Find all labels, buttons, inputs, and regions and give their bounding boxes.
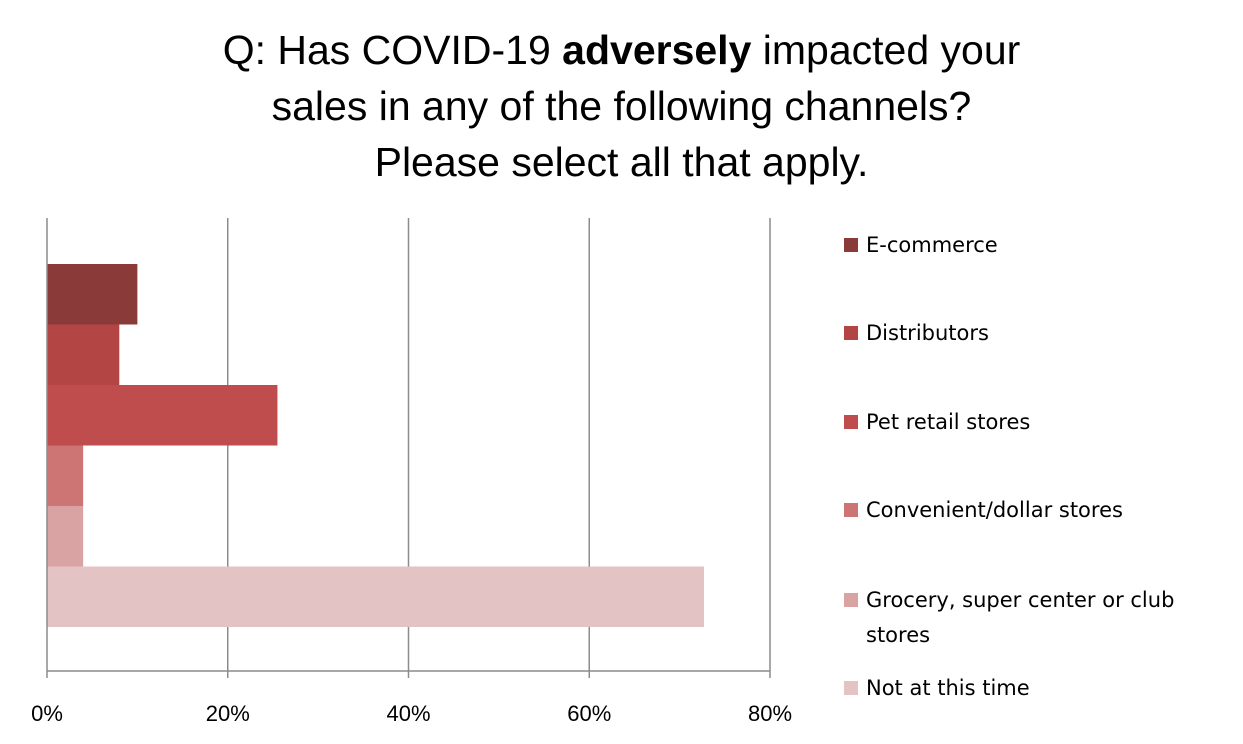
legend-label: Pet retail stores <box>866 410 1031 434</box>
chart-title: Q: Has COVID-19 adversely impacted your … <box>0 22 1243 190</box>
title-line-3: Please select all that apply. <box>374 139 869 185</box>
legend-swatch <box>844 503 858 517</box>
x-tick-label: 40% <box>386 701 430 726</box>
bar-pet-retail-stores <box>47 385 278 446</box>
bar-not-at-this-time <box>47 566 705 627</box>
bar-convenient-dollar-stores <box>47 445 84 506</box>
x-tick-label: 60% <box>567 701 611 726</box>
legend-item: Convenient/dollar stores <box>844 493 1226 528</box>
legend-label: Convenient/dollar stores <box>866 498 1123 522</box>
title-emphasis: adversely <box>562 27 752 73</box>
bar-distributors <box>47 324 120 385</box>
x-axis-tick-labels: 0% 20% 40% 60% 80% <box>31 701 792 726</box>
legend-swatch <box>844 681 858 695</box>
legend-swatch <box>844 415 858 429</box>
legend-item: Grocery, super center or club stores <box>844 583 1226 653</box>
legend-swatch <box>844 326 858 340</box>
legend-item: E-commerce <box>844 228 1226 263</box>
bar-e-commerce <box>47 264 138 325</box>
legend-swatch <box>844 593 858 607</box>
legend-item: Not at this time <box>844 671 1226 706</box>
title-line-1: Q: Has COVID-19 adversely impacted your <box>222 27 1021 73</box>
legend-item: Pet retail stores <box>844 405 1226 440</box>
legend-swatch <box>844 238 858 252</box>
x-tick-label: 20% <box>206 701 250 726</box>
legend-label: E-commerce <box>866 233 998 257</box>
x-tick-label: 80% <box>748 701 792 726</box>
legend-label: Not at this time <box>866 676 1030 700</box>
x-tick-label: 0% <box>31 701 63 726</box>
legend-label: Distributors <box>866 321 989 345</box>
title-line-2: sales in any of the following channels? <box>271 83 972 129</box>
axes <box>46 218 771 678</box>
legend-item: Distributors <box>844 316 1226 351</box>
bar-grocery-super-center-or-club-stores <box>47 506 84 567</box>
legend-label: Grocery, super center or club stores <box>866 588 1175 647</box>
bars <box>47 264 705 627</box>
